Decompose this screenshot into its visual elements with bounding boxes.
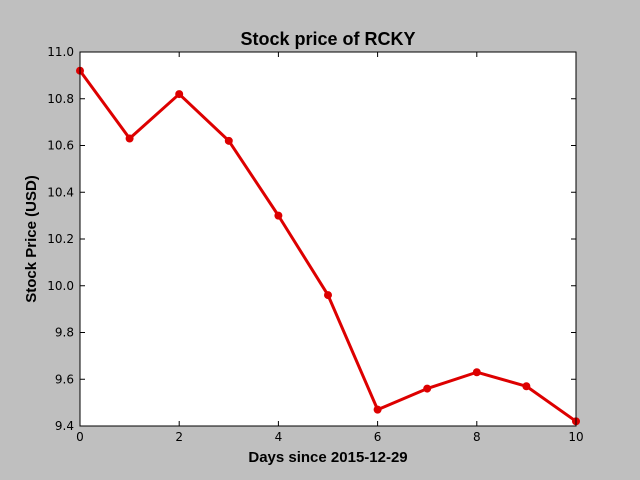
data-point bbox=[175, 90, 184, 99]
x-tick-label: 0 bbox=[76, 430, 84, 444]
x-tick-label: 10 bbox=[568, 430, 583, 444]
x-tick-label: 8 bbox=[473, 430, 481, 444]
data-point bbox=[324, 291, 332, 300]
x-tick-label: 2 bbox=[175, 430, 183, 444]
y-tick-label: 9.4 bbox=[55, 419, 74, 433]
tick-labels: 0 2 4 6 8 10 9.4 9.6 9.8 10.0 10.2 10.4 10.6 10.8 11.0 bbox=[47, 45, 583, 444]
data-point bbox=[472, 368, 481, 377]
data-point bbox=[224, 136, 233, 145]
y-tick-label: 10.2 bbox=[47, 232, 74, 246]
y-tick-label: 9.6 bbox=[55, 372, 74, 386]
y-tick-label: 9.8 bbox=[55, 326, 74, 340]
series-layer bbox=[76, 66, 580, 426]
plot-area bbox=[80, 52, 576, 426]
data-point bbox=[274, 211, 283, 220]
x-tick-label: 6 bbox=[374, 430, 382, 444]
y-axis-label: Stock Price (USD) bbox=[23, 175, 40, 303]
data-point bbox=[423, 384, 432, 393]
y-tick-label: 11.0 bbox=[47, 45, 74, 59]
plot-frame bbox=[79, 51, 577, 427]
data-point bbox=[373, 405, 382, 414]
x-axis-label: Days since 2015-12-29 bbox=[248, 449, 407, 466]
data-point bbox=[125, 134, 134, 143]
y-tick-label: 10.4 bbox=[47, 185, 74, 199]
x-tick-label: 4 bbox=[275, 430, 283, 444]
y-tick-label: 10.8 bbox=[47, 92, 74, 106]
y-tick-label: 10.0 bbox=[47, 279, 74, 293]
chart-title: Stock price of RCKY bbox=[240, 29, 415, 49]
data-point bbox=[522, 382, 531, 391]
y-tick-label: 10.6 bbox=[47, 139, 74, 153]
